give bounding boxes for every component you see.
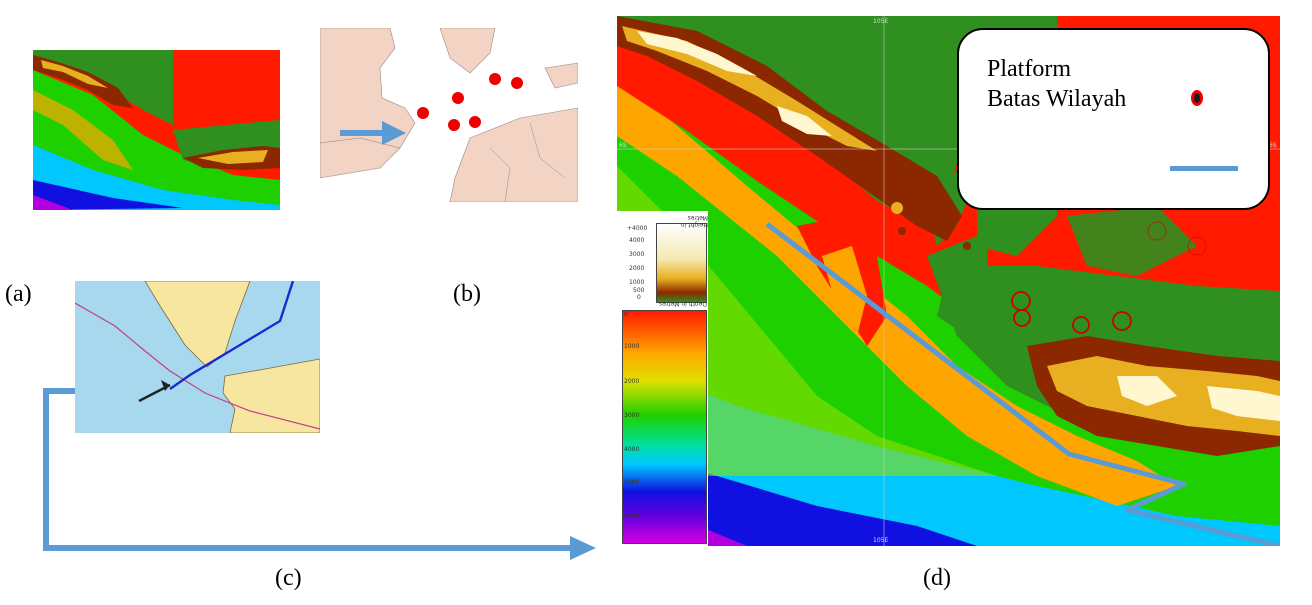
panel-label-d: (d): [923, 565, 951, 591]
map-thumbnail-a: [33, 50, 280, 210]
platform-marker: [1013, 309, 1031, 327]
platform-dot-icon: [1191, 90, 1203, 106]
platform-marker: [1187, 236, 1207, 256]
height-tick: 1000: [629, 279, 645, 286]
depth-colorbar: [622, 310, 707, 544]
legend-platform-label: Platform: [987, 56, 1071, 82]
grid-label-right: 6S: [1269, 142, 1277, 149]
depth-tick: 4000: [624, 446, 640, 453]
arrow-right-icon: [340, 121, 406, 145]
height-colorbar-title: Height in Metres: [680, 214, 708, 228]
colorbar-legend: Height in Metres +4000 4000 3000 2000 10…: [617, 211, 708, 546]
height-tick: 0: [637, 294, 641, 301]
grid-label-bottom: 105E: [873, 537, 889, 544]
platform-marker: [1072, 316, 1090, 334]
depth-tick: 1000: [624, 343, 640, 350]
platform-dot: [469, 116, 481, 128]
panel-label-c: (c): [275, 565, 302, 591]
legend-boundary-label: Batas Wilayah: [987, 86, 1127, 112]
connector-arrow-icon: [43, 388, 596, 560]
platform-dot: [452, 92, 464, 104]
boundary-line: [765, 222, 1280, 546]
depth-tick: 3000: [624, 412, 640, 419]
depth-tick: 2000: [624, 378, 640, 385]
platform-marker: [1112, 311, 1132, 331]
height-tick: 4000: [629, 237, 645, 244]
panel-label-b: (b): [453, 281, 481, 307]
depth-tick: 6000: [624, 513, 640, 520]
platform-dot: [511, 77, 523, 89]
depth-tick: 0: [624, 311, 628, 318]
boundary-line-icon: [1170, 166, 1238, 171]
height-tick: 3000: [629, 251, 645, 258]
height-colorbar: [656, 223, 707, 303]
grid-label-top: 105E: [873, 18, 889, 25]
height-tick: +4000: [627, 225, 648, 232]
platform-map-b: [320, 28, 578, 202]
height-tick: 500: [633, 287, 645, 294]
map-legend: Platform Batas Wilayah: [957, 28, 1270, 210]
boundary-map-c: [75, 281, 320, 433]
grid-label-left: 6S: [619, 142, 627, 149]
panel-label-a: (a): [5, 281, 32, 307]
platform-marker: [1147, 221, 1167, 241]
platform-dot: [417, 107, 429, 119]
platform-dot: [489, 73, 501, 85]
depth-tick: 5000: [624, 479, 640, 486]
height-tick: 2000: [629, 265, 645, 272]
depth-colorbar-title: Depth in Metres: [659, 300, 707, 307]
platform-dot: [448, 119, 460, 131]
